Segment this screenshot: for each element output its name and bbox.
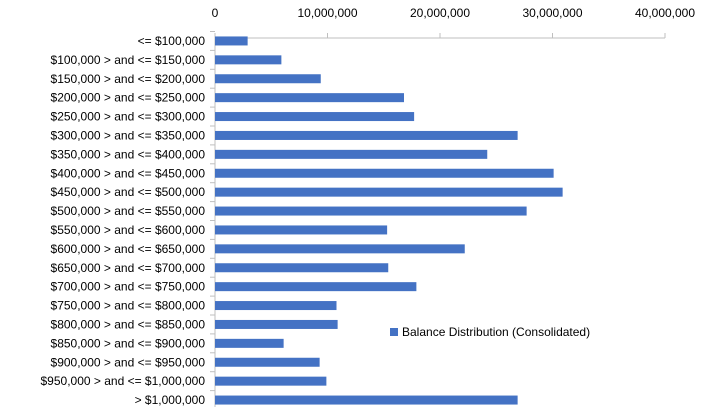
category-label: $950,000 > and <= $1,000,000 — [41, 374, 206, 388]
bar — [215, 149, 488, 159]
bar — [215, 55, 282, 65]
bar — [215, 93, 404, 103]
category-label: $300,000 > and <= $350,000 — [51, 128, 206, 142]
category-label: $350,000 > and <= $400,000 — [51, 147, 206, 161]
category-label: $650,000 > and <= $700,000 — [51, 261, 206, 275]
category-label: $250,000 > and <= $300,000 — [51, 110, 206, 124]
category-label: $850,000 > and <= $900,000 — [51, 336, 206, 350]
bar — [215, 130, 518, 140]
legend-swatch — [390, 328, 398, 336]
category-label: $800,000 > and <= $850,000 — [51, 317, 206, 331]
category-label: $200,000 > and <= $250,000 — [51, 91, 206, 105]
x-axis: 0 10,000,000 20,000,000 30,000,000 40,000,00… — [212, 6, 695, 39]
bar — [215, 357, 320, 367]
legend: Balance Distribution (Consolidated) — [390, 325, 590, 339]
legend-label: Balance Distribution (Consolidated) — [402, 325, 591, 339]
category-label: $450,000 > and <= $500,000 — [51, 185, 206, 199]
bar — [215, 244, 465, 254]
x-tick-label: 40,000,000 — [635, 6, 695, 20]
bar — [215, 376, 327, 386]
category-label: $400,000 > and <= $450,000 — [51, 166, 206, 180]
category-label: $900,000 > and <= $950,000 — [51, 355, 206, 369]
category-label: > $1,000,000 — [135, 393, 206, 407]
bar — [215, 263, 389, 273]
category-label: $100,000 > and <= $150,000 — [51, 53, 206, 67]
x-tick-label: 0 — [212, 6, 219, 20]
bar — [215, 395, 518, 405]
bar — [215, 282, 417, 292]
category-label: $150,000 > and <= $200,000 — [51, 72, 206, 86]
bar — [215, 206, 527, 216]
bar — [215, 187, 563, 197]
bar — [215, 338, 284, 348]
x-tick-label: 10,000,000 — [297, 6, 357, 20]
category-label: $600,000 > and <= $650,000 — [51, 242, 206, 256]
bar — [215, 36, 248, 46]
y-axis: <= $100,000 $100,000 > and <= $150,000 $15… — [41, 31, 216, 407]
bar — [215, 301, 337, 311]
bar — [215, 225, 388, 235]
bars-group — [215, 36, 563, 405]
bar — [215, 168, 554, 178]
bar — [215, 74, 321, 84]
category-label: $700,000 > and <= $750,000 — [51, 280, 206, 294]
category-label: $750,000 > and <= $800,000 — [51, 299, 206, 313]
x-tick-label: 30,000,000 — [522, 6, 582, 20]
category-label: $500,000 > and <= $550,000 — [51, 204, 206, 218]
x-tick-label: 20,000,000 — [410, 6, 470, 20]
bar — [215, 319, 338, 329]
category-label: $550,000 > and <= $600,000 — [51, 223, 206, 237]
category-label: <= $100,000 — [138, 34, 206, 48]
bar — [215, 112, 415, 122]
